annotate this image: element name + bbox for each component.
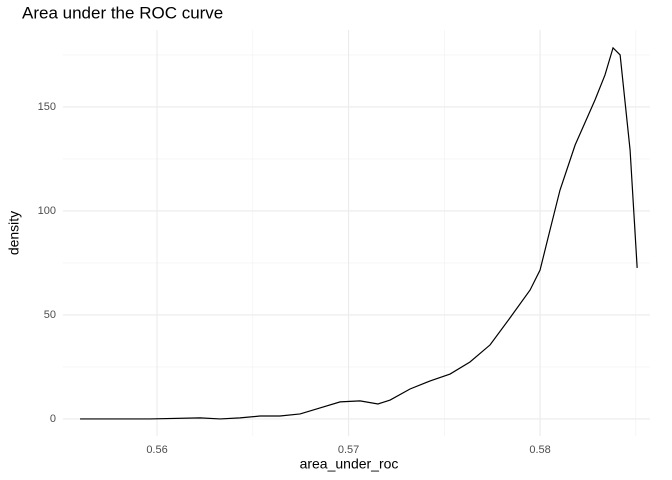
y-tick-label: 50 [44,309,56,321]
x-axis-label: area_under_roc [300,456,399,472]
x-tick-label: 0.58 [529,444,550,456]
y-tick-label: 0 [50,413,56,425]
chart-title: Area under the ROC curve [22,3,223,22]
density-line [80,46,638,420]
y-tick-label: 150 [38,101,56,113]
y-axis-label: density [6,211,22,255]
y-tick-label: 100 [38,205,56,217]
x-tick-label: 0.56 [146,444,167,456]
x-tick-label: 0.57 [338,444,359,456]
